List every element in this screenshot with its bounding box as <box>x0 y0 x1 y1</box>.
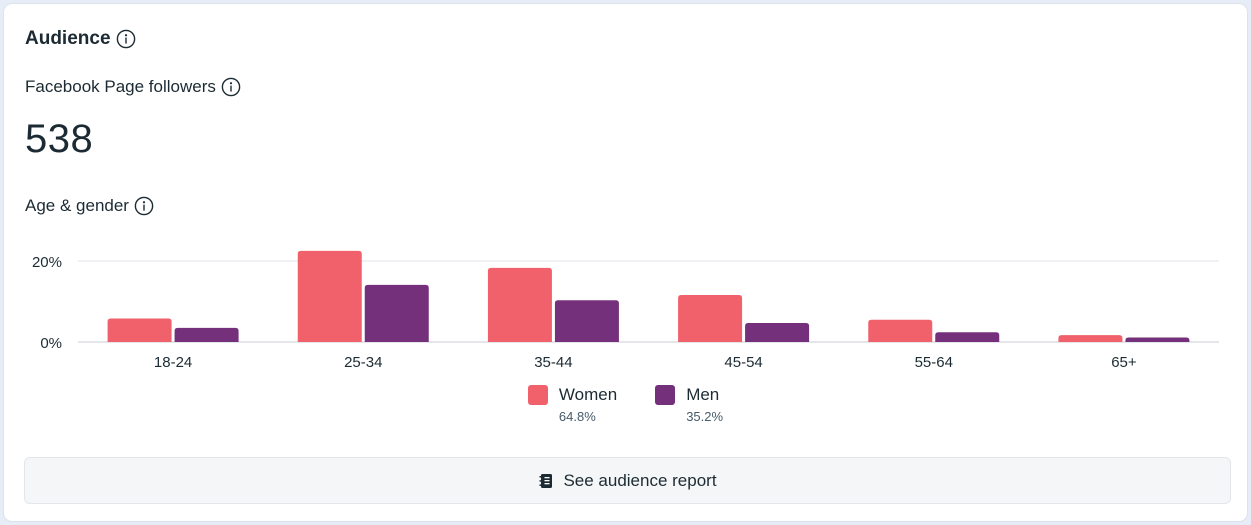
bar-women-55-64 <box>868 319 933 342</box>
bar-women-25-34 <box>297 250 362 342</box>
x-tick-label: 65+ <box>1111 354 1137 371</box>
age-gender-label: Age & gender <box>25 196 129 215</box>
chart-legend: Women 64.8% Men 35.2% <box>4 385 1247 424</box>
bar-men-18-24 <box>174 327 239 342</box>
y-tick-label: 20% <box>32 254 62 271</box>
age-gender-header: Age & gender <box>25 196 154 216</box>
legend-label-women: Women <box>558 385 618 404</box>
audience-header: Audience <box>25 28 136 50</box>
age-gender-bar-chart: 0% 20% 18-24 25-34 35-44 45-54 55-64 65+ <box>32 250 1219 371</box>
bar-men-25-34 <box>364 284 429 342</box>
audience-title: Audience <box>25 28 111 49</box>
followers-header: Facebook Page followers <box>25 77 241 97</box>
bar-men-35-44 <box>554 300 619 342</box>
women-swatch <box>527 385 548 405</box>
x-tick-label: 35-44 <box>534 354 572 371</box>
bar-women-35-44 <box>487 267 552 342</box>
bar-men-45-54 <box>745 322 810 342</box>
followers-label: Facebook Page followers <box>25 77 216 96</box>
x-tick-label: 18-24 <box>154 354 192 371</box>
info-icon[interactable] <box>134 196 154 216</box>
bar-women-45-54 <box>678 295 743 342</box>
followers-count: 538 <box>25 117 94 161</box>
bar-women-65+ <box>1058 335 1123 342</box>
legend-pct-men: 35.2% <box>686 409 724 424</box>
info-icon[interactable] <box>221 77 241 97</box>
legend-label-men: Men <box>686 385 720 404</box>
y-tick-label: 0% <box>40 335 62 352</box>
bar-men-55-64 <box>935 332 1000 342</box>
see-audience-report-button[interactable]: See audience report <box>24 457 1231 504</box>
report-book-icon <box>538 473 554 489</box>
x-tick-label: 55-64 <box>915 354 953 371</box>
legend-item-women: Women 64.8% <box>527 385 618 424</box>
age-gender-chart: 0% 20% 18-24 25-34 35-44 45-54 55-64 65+ <box>4 240 1247 386</box>
see-audience-report-label: See audience report <box>563 470 717 490</box>
info-icon[interactable] <box>116 29 136 49</box>
men-swatch <box>655 385 676 405</box>
audience-card: Audience Facebook Page followers 538 Age… <box>4 4 1247 521</box>
legend-pct-women: 64.8% <box>558 409 596 424</box>
x-tick-label: 45-54 <box>724 354 762 371</box>
bar-women-18-24 <box>107 318 172 342</box>
x-tick-label: 25-34 <box>344 354 382 371</box>
legend-item-men: Men 35.2% <box>655 385 723 424</box>
bar-men-65+ <box>1125 337 1190 342</box>
